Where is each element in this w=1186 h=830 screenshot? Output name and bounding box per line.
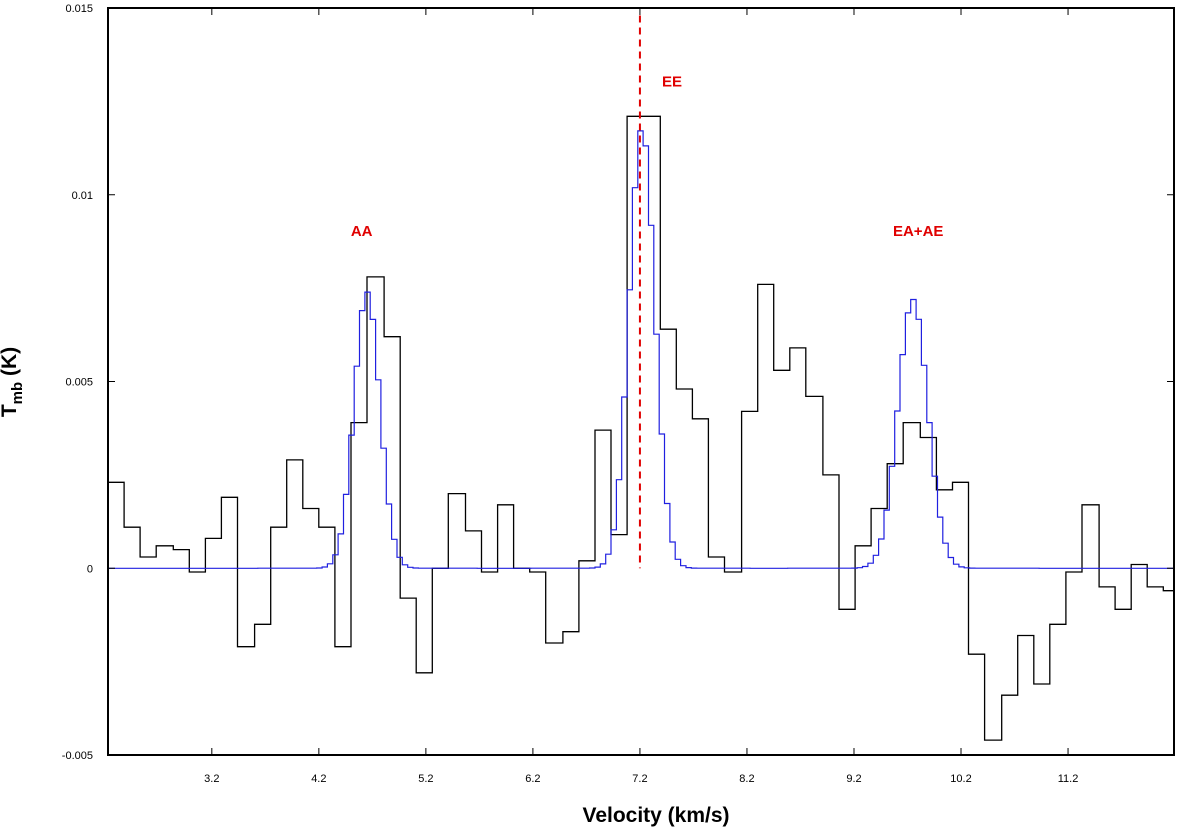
x-tick-label: 6.2 — [525, 773, 540, 785]
y-axis-title-main: T — [0, 404, 21, 417]
observed-spectrum-line — [108, 115, 1174, 741]
x-tick-label: 8.2 — [739, 773, 754, 785]
line-label-annotation: AA — [351, 223, 373, 240]
plot-frame — [107, 7, 1175, 756]
y-tick-label: 0.005 — [65, 377, 93, 389]
x-tick-label: 3.2 — [204, 773, 219, 785]
y-axis-title-subscript: mb — [9, 382, 26, 405]
x-tick-label: 5.2 — [418, 773, 433, 785]
y-axis-title: Tmb (K) — [0, 347, 26, 417]
y-tick-label: 0 — [87, 563, 93, 575]
line-label-annotation: EA+AE — [893, 223, 943, 240]
y-tick-label: 0.015 — [65, 3, 93, 15]
y-tick-label: 0.01 — [72, 190, 93, 202]
x-tick-label: 4.2 — [311, 773, 326, 785]
x-tick-label: 9.2 — [846, 773, 861, 785]
model-fit-line — [108, 130, 1174, 569]
x-axis-title: Velocity (km/s) — [582, 804, 729, 827]
y-tick-label: -0.005 — [62, 750, 93, 762]
x-tick-label: 11.2 — [1058, 773, 1079, 785]
x-tick-label: 10.2 — [950, 773, 971, 785]
line-label-annotation: EE — [662, 73, 682, 90]
x-tick-label: 7.2 — [632, 773, 647, 785]
y-axis-title-unit: (K) — [0, 347, 21, 382]
